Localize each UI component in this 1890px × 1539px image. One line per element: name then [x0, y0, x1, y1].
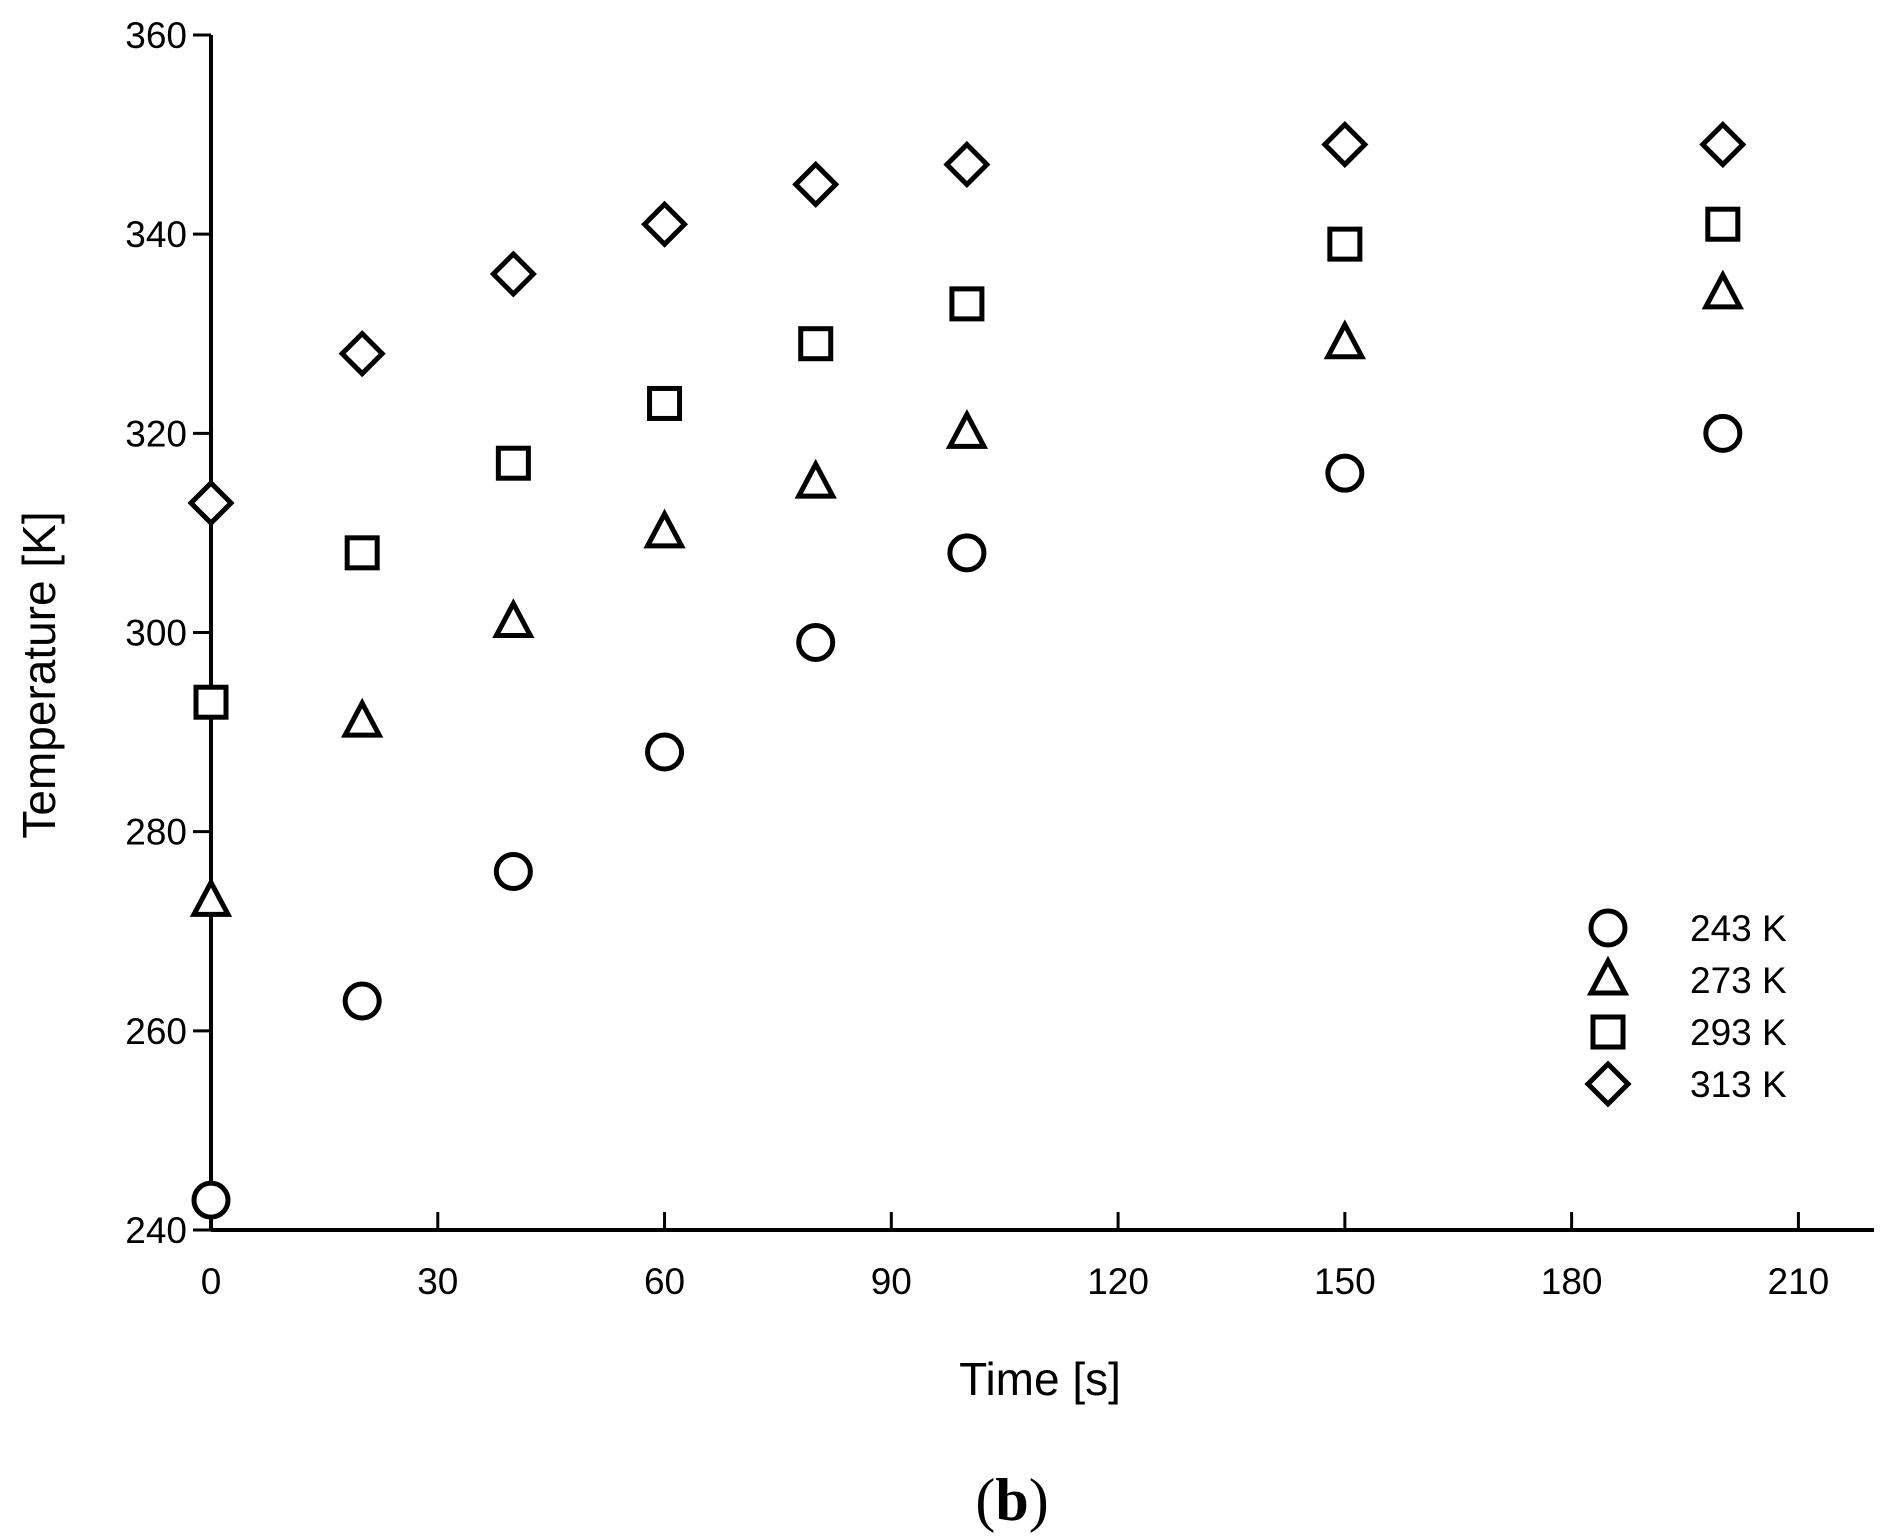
- legend-label: 273 K: [1690, 960, 1787, 1001]
- x-tick-label: 120: [1087, 1261, 1149, 1302]
- axes: [209, 35, 1874, 1232]
- y-tick-label: 340: [125, 214, 187, 255]
- y-tick-label: 240: [125, 1210, 187, 1251]
- x-tick-label: 0: [201, 1261, 222, 1302]
- square-marker: [193, 684, 229, 720]
- square-marker: [1327, 226, 1363, 262]
- x-tick-label: 60: [644, 1261, 685, 1302]
- y-tick-label: 280: [125, 812, 187, 853]
- square-marker: [798, 326, 834, 362]
- diamond-marker: [792, 160, 840, 208]
- legend-label: 313 K: [1690, 1064, 1787, 1105]
- circle-marker: [796, 622, 836, 662]
- legend-circle-icon: [1588, 908, 1628, 948]
- circle-marker: [342, 981, 382, 1021]
- legend: 243 K 273 K 293 K 313 K: [1584, 908, 1787, 1108]
- diamond-marker: [943, 140, 991, 188]
- triangle-marker: [945, 409, 989, 449]
- axis-ticks: 0 30 60 90 120 150 180 210 240 260 280 300 320 340 360: [125, 15, 1829, 1302]
- triangle-marker: [189, 877, 233, 917]
- diamond-marker: [1321, 121, 1369, 169]
- diamond-marker: [338, 330, 386, 378]
- x-tick-label: 210: [1768, 1261, 1830, 1302]
- circle-marker: [1325, 453, 1365, 493]
- series-square: [193, 206, 1741, 720]
- series-triangle: [189, 269, 1744, 917]
- y-tick-label: 360: [125, 15, 187, 56]
- square-marker: [344, 535, 380, 571]
- diamond-marker: [641, 200, 689, 248]
- diamond-marker: [1699, 121, 1747, 169]
- circle-marker: [947, 533, 987, 573]
- triangle-marker: [643, 508, 686, 549]
- square-marker: [647, 385, 683, 421]
- panel-label-letter: b: [995, 1467, 1028, 1533]
- x-tick-label: 180: [1541, 1261, 1603, 1302]
- triangle-marker: [1323, 319, 1367, 360]
- legend-label: 243 K: [1690, 908, 1787, 949]
- panel-label-close: ): [1029, 1467, 1049, 1533]
- series-circle: [191, 413, 1743, 1220]
- panel-label: (b): [975, 1467, 1048, 1533]
- panel-label-open: (: [975, 1467, 995, 1533]
- legend-triangle-icon: [1586, 955, 1630, 996]
- y-axis-title: Temperature [K]: [13, 511, 65, 838]
- diamond-marker: [187, 479, 235, 527]
- y-tick-label: 260: [125, 1011, 187, 1052]
- legend-label: 293 K: [1690, 1012, 1787, 1053]
- circle-marker: [493, 852, 533, 891]
- square-marker: [495, 445, 531, 481]
- y-tick-label: 300: [125, 613, 187, 654]
- triangle-marker: [794, 458, 837, 499]
- legend-item: 243 K: [1588, 908, 1787, 949]
- triangle-marker: [1701, 269, 1744, 310]
- square-marker: [1705, 206, 1741, 242]
- circle-marker: [645, 732, 685, 772]
- x-axis-title: Time [s]: [959, 1353, 1121, 1405]
- x-tick-label: 90: [871, 1261, 912, 1302]
- legend-square-icon: [1590, 1014, 1626, 1050]
- legend-item: 293 K: [1590, 1012, 1787, 1053]
- series-diamond: [187, 121, 1747, 527]
- legend-item: 273 K: [1586, 955, 1787, 1001]
- diamond-marker: [489, 250, 537, 298]
- triangle-marker: [492, 598, 535, 639]
- y-tick-label: 320: [125, 413, 187, 454]
- square-marker: [949, 286, 985, 322]
- legend-diamond-icon: [1584, 1060, 1632, 1108]
- x-tick-label: 30: [417, 1261, 458, 1302]
- circle-marker: [1703, 413, 1743, 453]
- triangle-marker: [341, 697, 384, 738]
- circle-marker: [191, 1180, 231, 1220]
- data-points: [187, 121, 1747, 1220]
- legend-item: 313 K: [1584, 1060, 1787, 1108]
- x-tick-label: 150: [1314, 1261, 1376, 1302]
